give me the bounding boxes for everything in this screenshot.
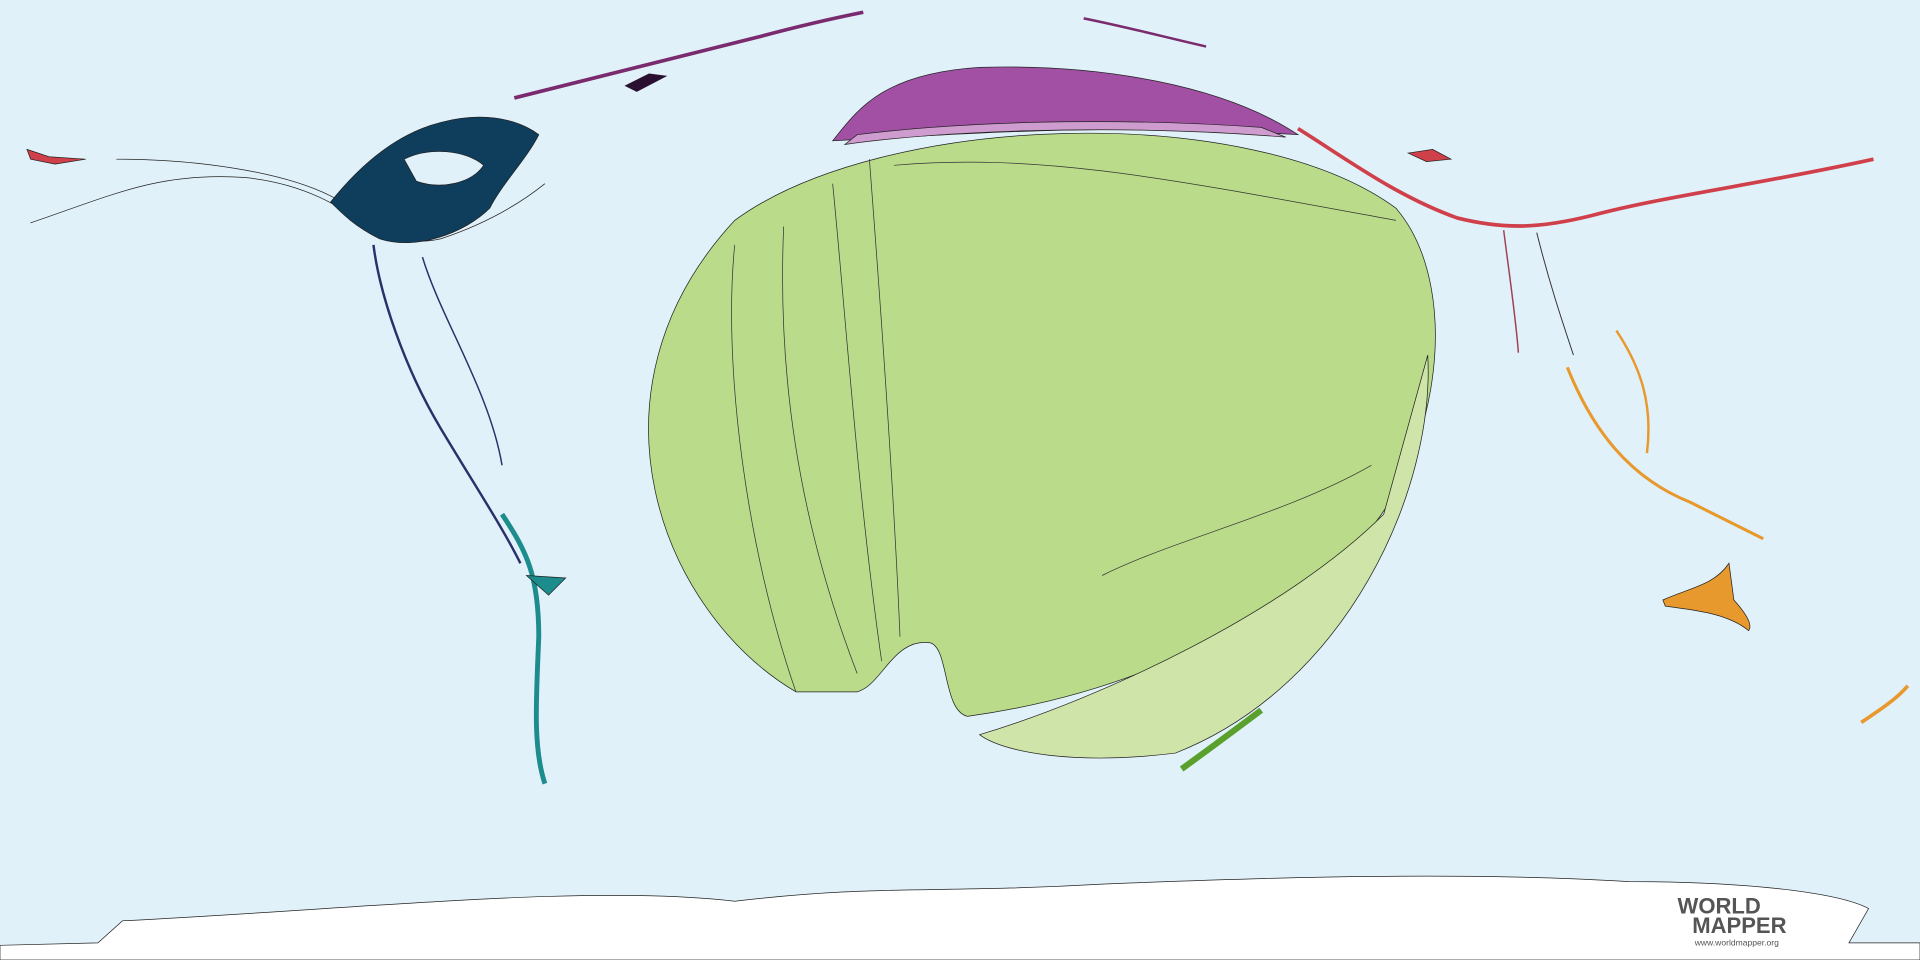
europe-west: [26, 148, 86, 165]
oceania: [1565, 329, 1910, 724]
north-purple-light: [843, 121, 1286, 146]
logo-line2: MAPPER: [1692, 913, 1786, 938]
logo-url: www.worldmapper.org: [1694, 937, 1779, 947]
logo-line1: WORLD: [1678, 893, 1761, 918]
asia: [1296, 127, 1874, 356]
north-sliver: [1083, 17, 1207, 48]
africa-borders: [731, 159, 1396, 692]
africa-south: [978, 355, 1429, 759]
antarctica: [0, 875, 1920, 960]
north-america: [30, 10, 864, 243]
worldmapper-logo: WORLD MAPPER www.worldmapper.org: [1678, 893, 1787, 947]
africa-main: [648, 132, 1436, 717]
north-purple: [831, 66, 1300, 142]
madagascar: [1179, 707, 1264, 772]
latin-america: [372, 244, 567, 785]
